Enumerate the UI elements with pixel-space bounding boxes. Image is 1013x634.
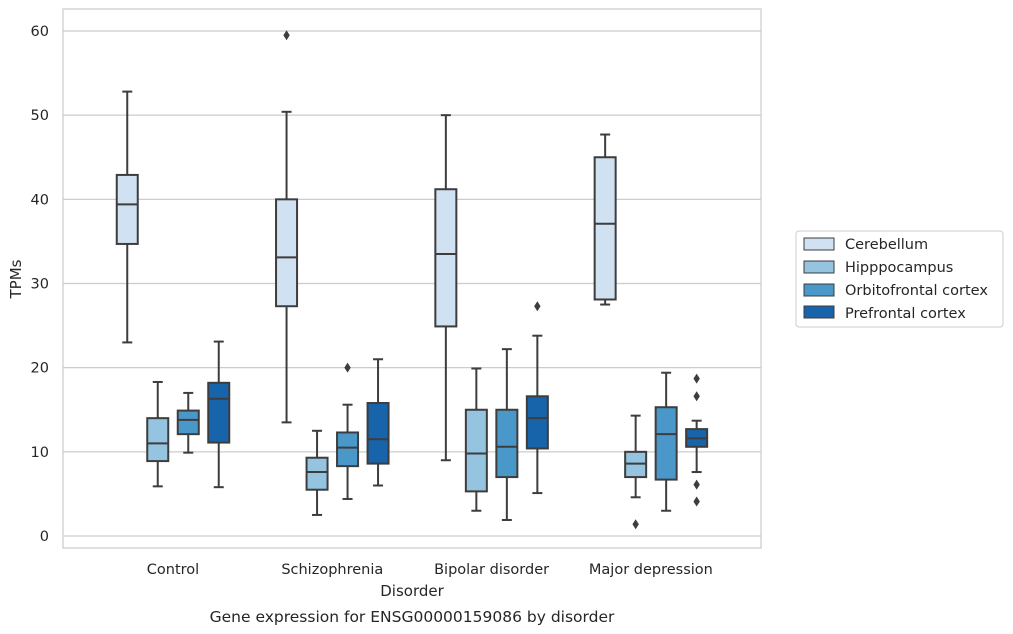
x-tick-label-2: Bipolar disorder (434, 562, 549, 578)
outlier-point-2 (693, 479, 700, 490)
legend-label-orbitofrontal-cortex: Orbitofrontal cortex (845, 283, 988, 299)
x-tick-label-3: Major depression (589, 562, 713, 578)
box-3-3 (685, 373, 709, 507)
box-0-2 (434, 114, 458, 462)
x-tick-label-0: Control (147, 562, 199, 578)
chart-title: Gene expression for ENSG00000159086 by d… (210, 608, 615, 626)
box-2-2 (495, 348, 519, 522)
x-tick-label-1: Schizophrenia (281, 562, 383, 578)
legend-frame (795, 230, 1004, 328)
x-axis-label: Disorder (380, 582, 444, 600)
outlier-point-0 (283, 30, 290, 41)
legend-swatch-orbitofrontal-cortex (803, 283, 835, 297)
box-2-1 (336, 362, 360, 500)
legend-label-cerebellum: Cerebellum (845, 237, 928, 253)
outlier-point-0 (534, 301, 541, 312)
box-2-0 (176, 391, 200, 454)
box-1-0 (146, 380, 170, 488)
box-0-0 (115, 90, 139, 344)
legend-swatch-cerebellum (803, 237, 835, 251)
legend-entry-cerebellum: Cerebellum (803, 237, 928, 253)
y-tick-label-50: 50 (31, 108, 49, 124)
outlier-point-0 (344, 362, 351, 373)
box-iqr (495, 408, 519, 479)
box-0-1 (275, 30, 299, 424)
legend-swatch-prefrontal-cortex (803, 305, 835, 319)
grid-lines (63, 30, 761, 537)
plot-area-frame (62, 8, 762, 549)
box-iqr (115, 173, 139, 245)
y-tick-label-20: 20 (31, 361, 49, 377)
y-tick-label-60: 60 (31, 24, 49, 40)
legend-swatch-hippocampus (803, 260, 835, 274)
box-iqr (366, 402, 390, 465)
y-axis-tick-labels: 0 10 20 30 40 50 60 (31, 24, 49, 545)
outlier-point-0 (693, 373, 700, 384)
outlier-point-0 (632, 519, 639, 530)
legend-label-prefrontal-cortex: Prefrontal cortex (845, 306, 966, 322)
box-iqr (305, 456, 329, 491)
x-axis-tick-labels: Control Schizophrenia Bipolar disorder Majo… (147, 562, 713, 578)
box-1-3 (624, 414, 648, 530)
box-1-2 (464, 367, 488, 512)
outlier-point-3 (693, 496, 700, 507)
box-iqr (146, 417, 170, 463)
box-1-1 (305, 429, 329, 516)
box-3-2 (525, 301, 549, 495)
box-iqr (654, 406, 678, 481)
box-2-3 (654, 371, 678, 512)
box-iqr (336, 431, 360, 468)
y-tick-label-0: 0 (40, 529, 49, 545)
box-iqr (464, 408, 488, 493)
y-tick-label-40: 40 (31, 192, 49, 208)
outlier-point-1 (693, 391, 700, 402)
y-tick-label-30: 30 (31, 277, 49, 293)
box-iqr (275, 198, 299, 308)
legend-entry-orbitofrontal-cortex: Orbitofrontal cortex (803, 283, 988, 299)
box-iqr (525, 395, 549, 450)
legend: Cerebellum Hipppocampus Orbitofrontal co… (795, 230, 1004, 328)
legend-entry-prefrontal-cortex: Prefrontal cortex (803, 305, 966, 322)
box-iqr (593, 156, 617, 301)
box-iqr (176, 409, 200, 436)
y-tick-label-10: 10 (31, 445, 49, 461)
box-iqr (434, 188, 458, 328)
legend-entry-hippocampus: Hipppocampus (803, 260, 953, 276)
box-iqr (207, 381, 231, 444)
legend-label-hippocampus: Hipppocampus (845, 260, 953, 276)
box-0-3 (593, 133, 617, 306)
box-3-0 (207, 340, 231, 489)
y-axis-label: TPMs (7, 259, 25, 299)
box-plot-series (115, 30, 709, 530)
box-3-1 (366, 358, 390, 487)
